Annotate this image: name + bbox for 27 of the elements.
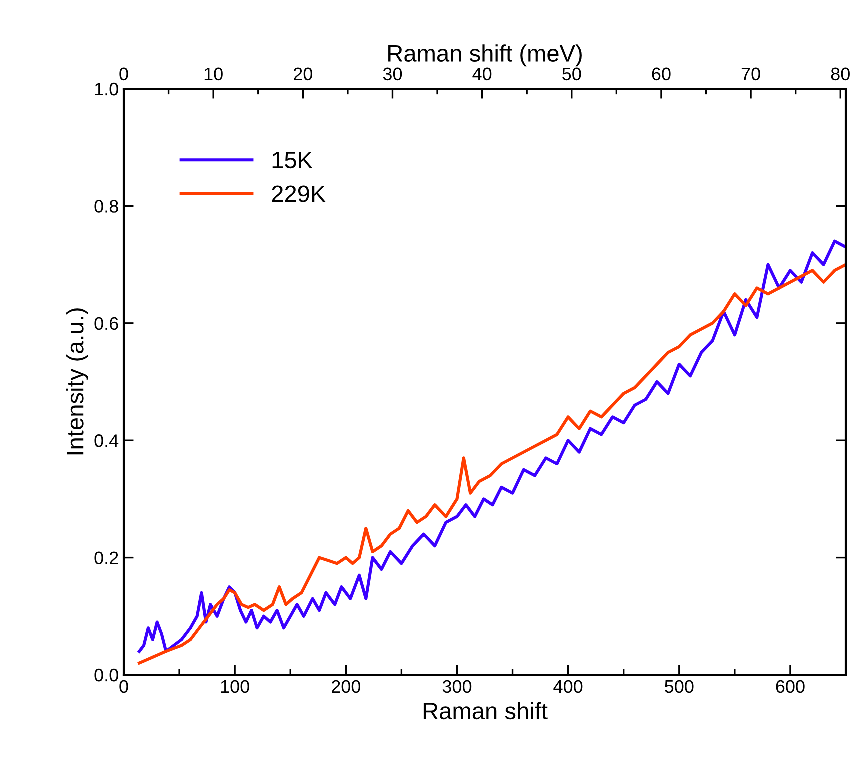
x-tick-label: 300	[442, 680, 472, 694]
y-tick-label: 1.0	[95, 82, 118, 96]
x-tick-label: 400	[554, 680, 583, 694]
legend-label: 15K	[272, 152, 313, 169]
x2-tick-label: 30	[383, 68, 402, 81]
x-tick-label: 600	[776, 680, 805, 694]
x-axis-title: Raman shift	[424, 702, 548, 720]
y-tick-label: 0.8	[94, 200, 118, 213]
legend-label: 229K	[272, 186, 326, 202]
x-tick-label: 100	[221, 680, 250, 694]
x2-tick-label: 20	[294, 68, 312, 81]
x2-tick-label: 40	[472, 68, 492, 81]
x2-tick-label: 70	[742, 68, 760, 81]
x2-tick-label: 10	[204, 68, 223, 81]
x-tick-label: 200	[332, 680, 361, 694]
y-axis-title: Intensity (a.u.)	[66, 308, 88, 455]
x2-tick-label: 0	[120, 68, 128, 81]
x2-axis-title: Raman shift (meV)	[388, 44, 582, 67]
y-tick-label: 0.0	[94, 668, 118, 682]
x2-tick-label: 50	[562, 68, 582, 81]
x2-tick-label: 60	[652, 68, 671, 81]
y-tick-label: 0.4	[94, 434, 119, 448]
x-tick-label: 0	[120, 680, 128, 694]
y-tick-label: 0.2	[94, 552, 118, 565]
x2-tick-label: 80	[831, 68, 850, 81]
y-tick-label: 0.6	[94, 317, 118, 330]
x-tick-label: 500	[665, 680, 694, 694]
